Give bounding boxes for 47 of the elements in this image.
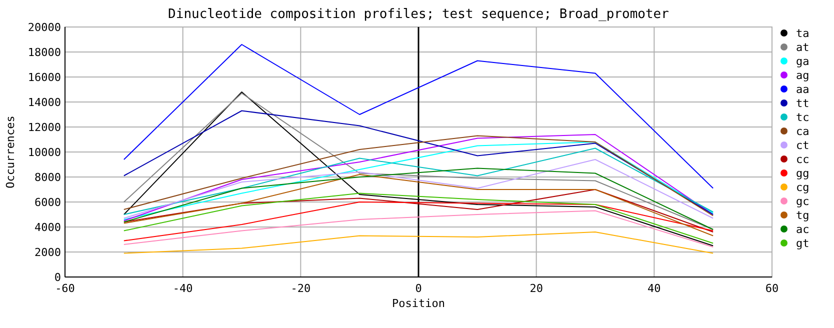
- line-series: [123, 232, 714, 254]
- y-tick-label: 16000: [28, 71, 61, 84]
- y-tick-label: 18000: [28, 46, 61, 59]
- legend-label: at: [796, 41, 810, 54]
- y-tick-label: 10000: [28, 146, 61, 159]
- legend-label: ct: [796, 139, 810, 152]
- x-tick-label: 40: [648, 282, 661, 295]
- line-series: [123, 110, 714, 215]
- legend-label: ag: [796, 69, 810, 82]
- y-tick-label: 4000: [34, 221, 61, 234]
- line-series: [123, 159, 714, 219]
- y-tick-label: 20000: [28, 21, 61, 34]
- y-tick-label: 8000: [34, 171, 61, 184]
- line-series: [123, 202, 714, 242]
- legend-label: gc: [796, 195, 810, 208]
- legend-label: ca: [796, 125, 810, 138]
- x-tick-label: -60: [55, 282, 75, 295]
- y-axis-title: Occurrences: [4, 116, 17, 188]
- legend-label: tt: [796, 97, 810, 110]
- y-tick-label: 14000: [28, 96, 61, 109]
- line-series: [123, 168, 714, 230]
- chart-title: Dinucleotide composition profiles; test sequence; Broad_promoter: [168, 7, 670, 22]
- legend-label: cg: [796, 181, 810, 194]
- legend-label: gt: [796, 237, 810, 250]
- line-series: [123, 189, 714, 232]
- x-tick-label: 0: [415, 282, 422, 295]
- x-tick-label: 20: [530, 282, 543, 295]
- x-tick-label: -20: [290, 282, 311, 295]
- line-series: [123, 44, 714, 189]
- y-tick-label: 2000: [34, 246, 61, 259]
- y-tick-label: 12000: [28, 121, 61, 134]
- line-series: [123, 174, 714, 236]
- x-tick-label: 60: [765, 282, 779, 295]
- y-tick-label: 6000: [34, 196, 61, 209]
- legend-label: cc: [796, 153, 810, 166]
- legend-label: tc: [796, 111, 810, 124]
- legend-label: tg: [796, 209, 810, 222]
- line-series: [123, 210, 714, 248]
- legend-label: ac: [796, 223, 810, 236]
- legend-label: aa: [796, 83, 810, 96]
- line-series: [123, 192, 714, 244]
- x-axis-title: Position: [392, 297, 445, 310]
- legend-label: ga: [796, 55, 810, 68]
- x-tick-label: -40: [172, 282, 193, 295]
- legend-label: gg: [796, 167, 810, 180]
- legend-label: ta: [796, 27, 810, 40]
- y-tick-label: 0: [54, 271, 61, 284]
